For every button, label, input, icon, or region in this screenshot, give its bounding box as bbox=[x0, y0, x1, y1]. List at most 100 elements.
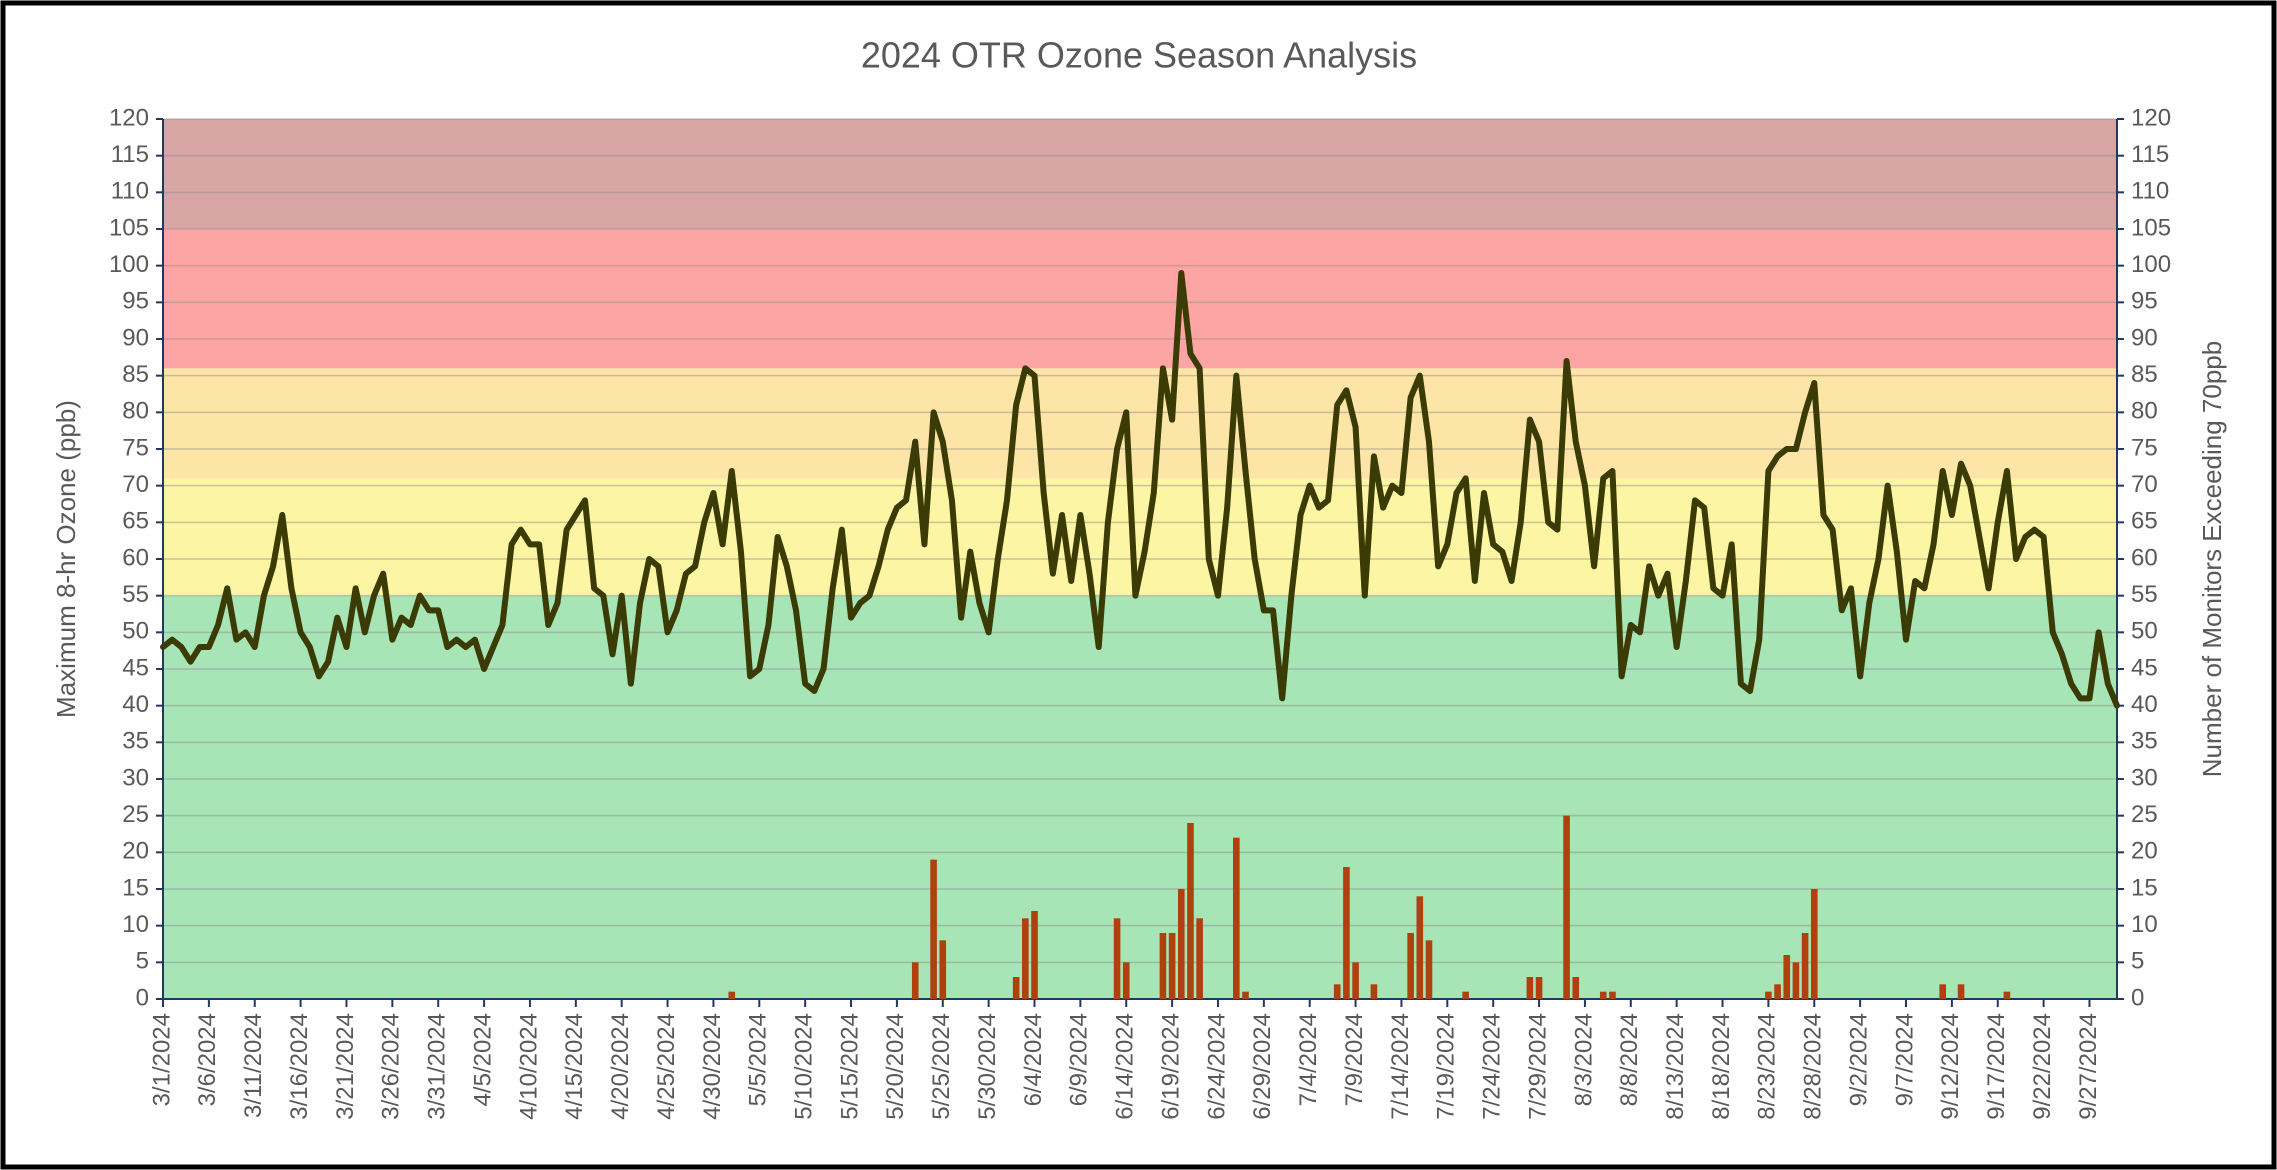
y2-tick-label: 60 bbox=[2131, 544, 2158, 571]
band bbox=[163, 368, 2117, 479]
bar bbox=[1801, 933, 1809, 999]
bar bbox=[930, 859, 937, 999]
x-tick-label: 5/15/2024 bbox=[836, 1013, 863, 1120]
x-tick-label: 3/31/2024 bbox=[424, 1013, 451, 1120]
bar bbox=[1233, 837, 1240, 999]
bar bbox=[1774, 984, 1781, 999]
bar bbox=[1159, 933, 1167, 999]
bar bbox=[1113, 918, 1121, 999]
y-tick-label: 20 bbox=[122, 838, 149, 865]
bar bbox=[1370, 984, 1378, 999]
x-tick-label: 5/25/2024 bbox=[928, 1013, 955, 1120]
y2-tick-label: 20 bbox=[2131, 838, 2158, 865]
x-tick-label: 4/25/2024 bbox=[653, 1013, 680, 1120]
x-tick-label: 9/2/2024 bbox=[1845, 1013, 1872, 1106]
x-tick-label: 3/1/2024 bbox=[148, 1013, 175, 1106]
bar bbox=[1122, 962, 1130, 999]
x-tick-label: 9/7/2024 bbox=[1891, 1013, 1918, 1106]
x-tick-label: 8/8/2024 bbox=[1616, 1013, 1643, 1106]
y2-tick-label: 90 bbox=[2131, 324, 2158, 351]
bar bbox=[1187, 823, 1194, 999]
bar bbox=[1168, 933, 1176, 999]
x-tick-label: 6/24/2024 bbox=[1203, 1013, 1230, 1120]
bar bbox=[1563, 815, 1570, 999]
x-tick-label: 6/19/2024 bbox=[1157, 1013, 1184, 1120]
x-tick-label: 4/15/2024 bbox=[561, 1013, 588, 1120]
x-tick-label: 4/10/2024 bbox=[515, 1013, 542, 1120]
y-tick-label: 60 bbox=[122, 544, 149, 571]
y-tick-label: 120 bbox=[109, 104, 149, 131]
bar bbox=[1535, 977, 1543, 999]
x-tick-label: 5/30/2024 bbox=[974, 1013, 1001, 1120]
x-tick-label: 3/26/2024 bbox=[378, 1013, 405, 1120]
band bbox=[163, 595, 2117, 999]
bar bbox=[1810, 889, 1818, 999]
y-tick-label: 75 bbox=[122, 434, 149, 461]
bar bbox=[1012, 977, 1020, 999]
x-tick-label: 6/14/2024 bbox=[1112, 1013, 1139, 1120]
x-tick-label: 7/19/2024 bbox=[1433, 1013, 1460, 1120]
bar bbox=[1352, 962, 1359, 999]
x-tick-label: 5/5/2024 bbox=[745, 1013, 772, 1106]
y2-tick-label: 35 bbox=[2131, 728, 2158, 755]
band bbox=[163, 119, 2117, 229]
y2-tick-label: 110 bbox=[2131, 178, 2169, 205]
bar bbox=[1462, 991, 1469, 999]
y-tick-label: 10 bbox=[122, 911, 149, 938]
y-tick-label: 115 bbox=[111, 141, 149, 168]
y-tick-label: 25 bbox=[122, 801, 149, 828]
x-tick-label: 8/18/2024 bbox=[1708, 1013, 1735, 1120]
bar bbox=[1333, 984, 1341, 999]
bar bbox=[1783, 955, 1791, 999]
y-tick-label: 65 bbox=[122, 508, 149, 535]
y2-tick-label: 30 bbox=[2131, 764, 2158, 791]
bar bbox=[728, 991, 736, 999]
y-tick-label: 40 bbox=[122, 691, 149, 718]
y2-tick-label: 120 bbox=[2131, 104, 2171, 131]
bar bbox=[1022, 918, 1029, 999]
x-tick-label: 8/23/2024 bbox=[1754, 1013, 1781, 1120]
x-tick-label: 3/16/2024 bbox=[286, 1013, 313, 1120]
y-tick-label: 55 bbox=[122, 581, 149, 608]
x-tick-label: 9/22/2024 bbox=[2029, 1013, 2056, 1120]
bar bbox=[1407, 933, 1414, 999]
x-tick-label: 9/27/2024 bbox=[2075, 1013, 2102, 1120]
x-tick-label: 3/6/2024 bbox=[194, 1013, 221, 1106]
y2-tick-label: 10 bbox=[2131, 911, 2158, 938]
y2-tick-label: 80 bbox=[2131, 398, 2158, 425]
y2-tick-label: 65 bbox=[2131, 508, 2158, 535]
bar bbox=[1416, 896, 1424, 999]
y-axis-title: Maximum 8-hr Ozone (ppb) bbox=[51, 400, 81, 718]
y2-tick-label: 105 bbox=[2131, 214, 2171, 241]
x-tick-label: 4/5/2024 bbox=[469, 1013, 496, 1106]
bar bbox=[1572, 977, 1580, 999]
y2-tick-label: 15 bbox=[2131, 874, 2158, 901]
x-tick-label: 3/21/2024 bbox=[332, 1013, 359, 1120]
y-tick-label: 30 bbox=[122, 764, 149, 791]
y2-tick-label: 75 bbox=[2131, 434, 2158, 461]
y-tick-label: 95 bbox=[122, 288, 149, 315]
bar bbox=[1343, 867, 1350, 999]
bar bbox=[1957, 984, 1965, 999]
x-tick-label: 7/14/2024 bbox=[1387, 1013, 1414, 1120]
x-tick-label: 9/17/2024 bbox=[1983, 1013, 2010, 1120]
y2-tick-label: 95 bbox=[2131, 288, 2158, 315]
x-tick-label: 7/29/2024 bbox=[1524, 1013, 1551, 1120]
y2-tick-label: 55 bbox=[2131, 581, 2158, 608]
y-tick-label: 45 bbox=[122, 654, 149, 681]
bar bbox=[1939, 984, 1947, 999]
y-tick-label: 105 bbox=[109, 214, 149, 241]
bar bbox=[1425, 940, 1433, 999]
bar bbox=[939, 940, 947, 999]
y2-tick-label: 50 bbox=[2131, 618, 2158, 645]
y-tick-label: 15 bbox=[122, 874, 149, 901]
bar bbox=[1196, 918, 1203, 999]
y-tick-label: 70 bbox=[122, 471, 149, 498]
y-tick-label: 5 bbox=[136, 948, 149, 975]
bar bbox=[1526, 977, 1534, 999]
x-tick-label: 7/4/2024 bbox=[1295, 1013, 1322, 1106]
x-tick-label: 9/12/2024 bbox=[1937, 1013, 1964, 1120]
bar bbox=[1031, 911, 1038, 999]
x-tick-label: 5/20/2024 bbox=[882, 1013, 909, 1120]
bar bbox=[1599, 991, 1607, 999]
